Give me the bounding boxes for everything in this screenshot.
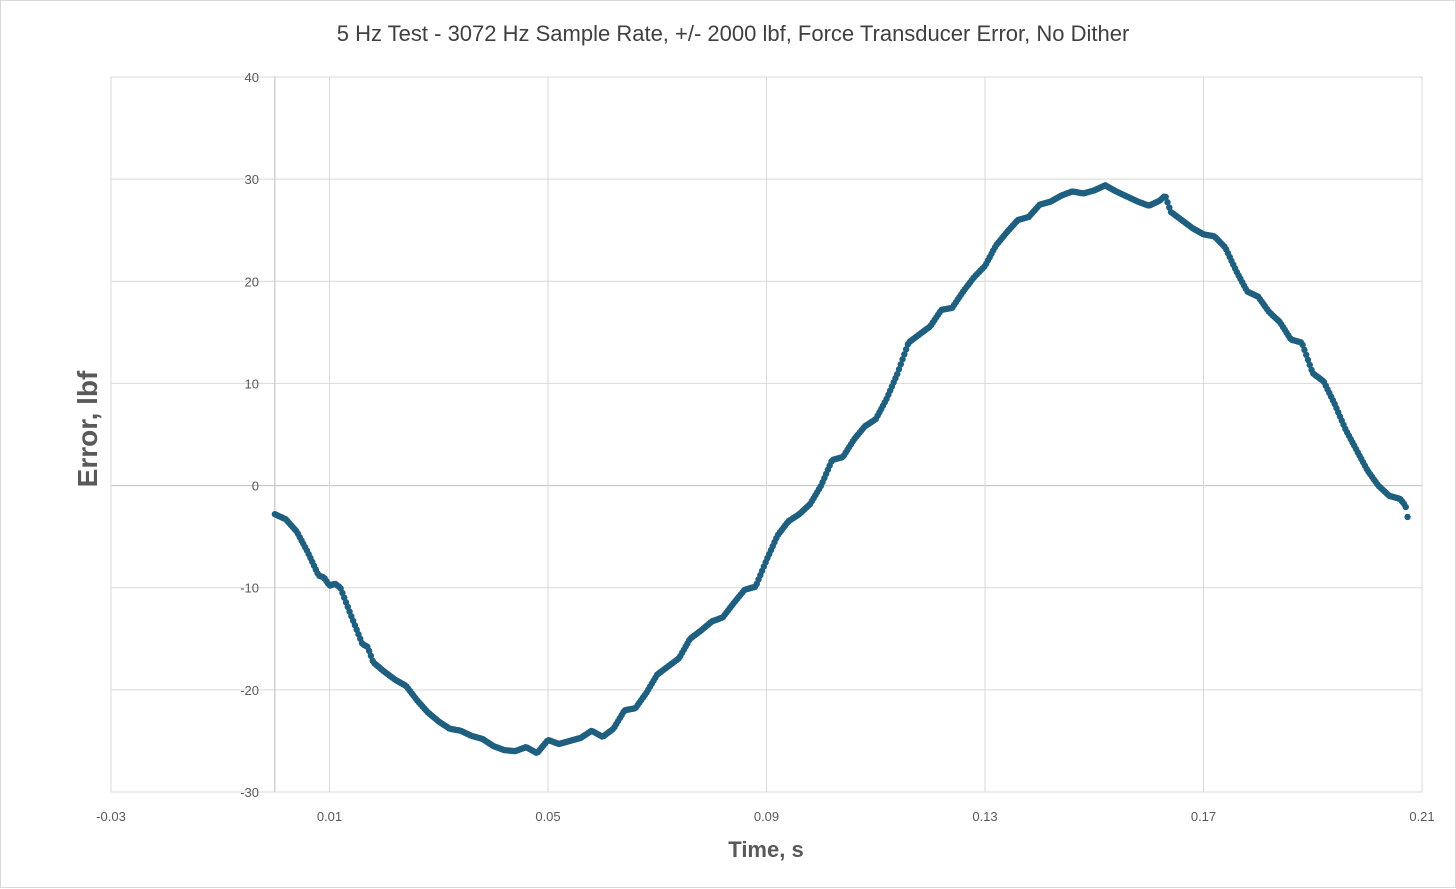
y-tick-label: -20: [240, 683, 259, 698]
data-point: [365, 647, 373, 655]
data-point: [899, 356, 906, 363]
data-point: [367, 652, 375, 660]
x-axis-label: Time, s: [728, 837, 803, 862]
data-point: [1299, 341, 1306, 349]
data-point: [1303, 351, 1310, 359]
y-tick-label: 20: [245, 274, 259, 289]
gridlines: [110, 76, 1423, 793]
x-tick-label: 0.01: [317, 809, 342, 824]
y-tick-label: 10: [245, 376, 259, 391]
y-tick-label: 30: [245, 172, 259, 187]
x-tick-label: 0.21: [1409, 809, 1434, 824]
x-tick-label: 0.09: [754, 809, 779, 824]
x-tick-label: 0.13: [972, 809, 997, 824]
x-tick-label: 0.05: [535, 809, 560, 824]
data-point: [1306, 361, 1313, 369]
chart-title: 5 Hz Test - 3072 Hz Sample Rate, +/- 200…: [337, 21, 1130, 46]
data-points: [271, 182, 1411, 756]
y-tick-label: -30: [240, 785, 259, 800]
data-point: [1301, 346, 1308, 354]
data-point: [895, 366, 903, 373]
data-point: [902, 346, 910, 353]
y-tick-label: 0: [252, 479, 259, 494]
data-point: [1402, 503, 1409, 511]
y-tick-label: -10: [240, 581, 259, 596]
data-point: [1162, 193, 1169, 201]
x-tick-label: -0.03: [96, 809, 126, 824]
data-point: [901, 351, 908, 358]
data-point: [897, 361, 904, 368]
data-point: [894, 370, 901, 378]
x-tick-label: 0.17: [1191, 809, 1216, 824]
y-axis-label: Error, lbf: [72, 370, 103, 487]
tick-labels: -30 -20 -10 0 10 20 30 40 -0.03 0.01 0.05 0.09 0.13 0…: [96, 70, 1434, 824]
y-tick-label: 40: [245, 70, 259, 85]
data-point: [1304, 356, 1312, 364]
data-point: [1404, 513, 1411, 521]
data-point: [1164, 199, 1171, 206]
